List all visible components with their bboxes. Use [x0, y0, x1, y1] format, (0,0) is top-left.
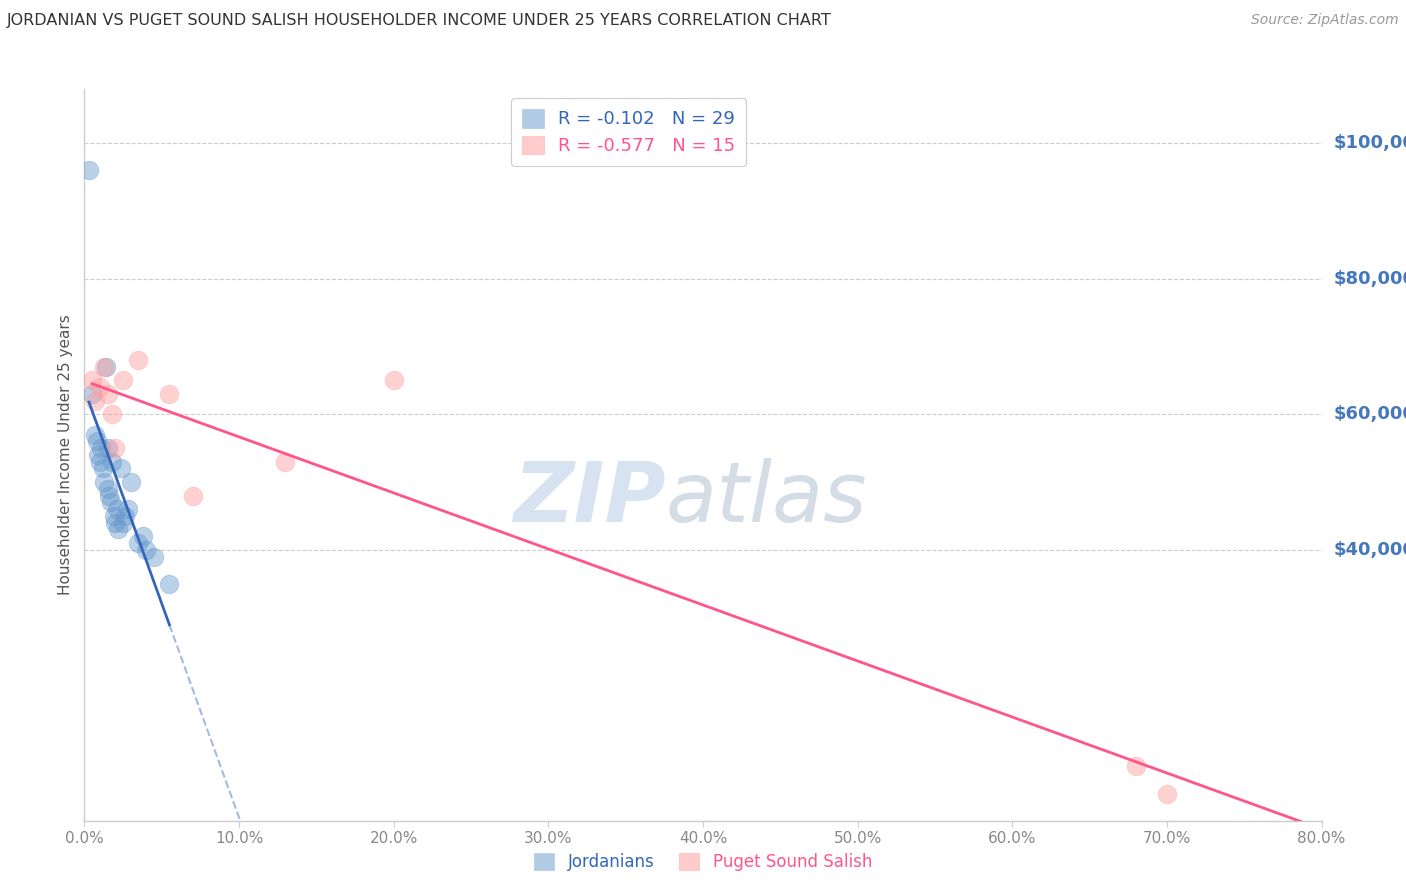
Point [104, 516, 127, 530]
Point [93, 475, 115, 489]
Point [96, 441, 118, 455]
Point [135, 542, 157, 557]
Point [98, 489, 121, 503]
Point [100, 495, 122, 509]
Text: $40,000: $40,000 [1334, 541, 1406, 558]
Text: JORDANIAN VS PUGET SOUND SALISH HOUSEHOLDER INCOME UNDER 25 YEARS CORRELATION CH: JORDANIAN VS PUGET SOUND SALISH HOUSEHOL… [7, 13, 832, 29]
Point [82, 373, 104, 387]
Point [159, 576, 180, 591]
Legend: Jordanians, Puget Sound Salish: Jordanians, Puget Sound Salish [527, 847, 879, 878]
Point [103, 508, 125, 523]
Point [112, 516, 135, 530]
Point [93, 359, 115, 374]
Point [101, 455, 124, 469]
Text: ZIP: ZIP [513, 458, 666, 540]
Point [1125, 759, 1147, 773]
Text: $80,000: $80,000 [1334, 270, 1406, 288]
Point [274, 455, 297, 469]
Point [114, 508, 136, 523]
Point [84, 427, 107, 442]
Point [91, 461, 114, 475]
Point [120, 475, 142, 489]
Point [87, 448, 110, 462]
Point [90, 441, 112, 455]
Text: atlas: atlas [666, 458, 868, 540]
Text: $100,000: $100,000 [1334, 135, 1406, 153]
Point [77, 163, 100, 178]
Text: $60,000: $60,000 [1334, 405, 1406, 424]
Point [86, 434, 108, 449]
Point [96, 482, 118, 496]
Point [127, 353, 149, 368]
Point [107, 523, 129, 537]
Point [181, 489, 204, 503]
Point [127, 536, 149, 550]
Point [89, 455, 111, 469]
Point [117, 502, 139, 516]
Point [89, 380, 111, 394]
Point [112, 373, 135, 387]
Point [84, 393, 107, 408]
Point [159, 387, 180, 401]
Point [143, 549, 166, 564]
Y-axis label: Householder Income Under 25 years: Householder Income Under 25 years [58, 315, 73, 595]
Point [105, 502, 128, 516]
Point [101, 407, 124, 421]
Point [110, 461, 132, 475]
Point [1156, 787, 1178, 801]
Point [96, 387, 118, 401]
Text: Source: ZipAtlas.com: Source: ZipAtlas.com [1251, 13, 1399, 28]
Point [382, 373, 405, 387]
Point [82, 387, 104, 401]
Point [132, 529, 155, 543]
Point [104, 441, 127, 455]
Point [94, 359, 117, 374]
